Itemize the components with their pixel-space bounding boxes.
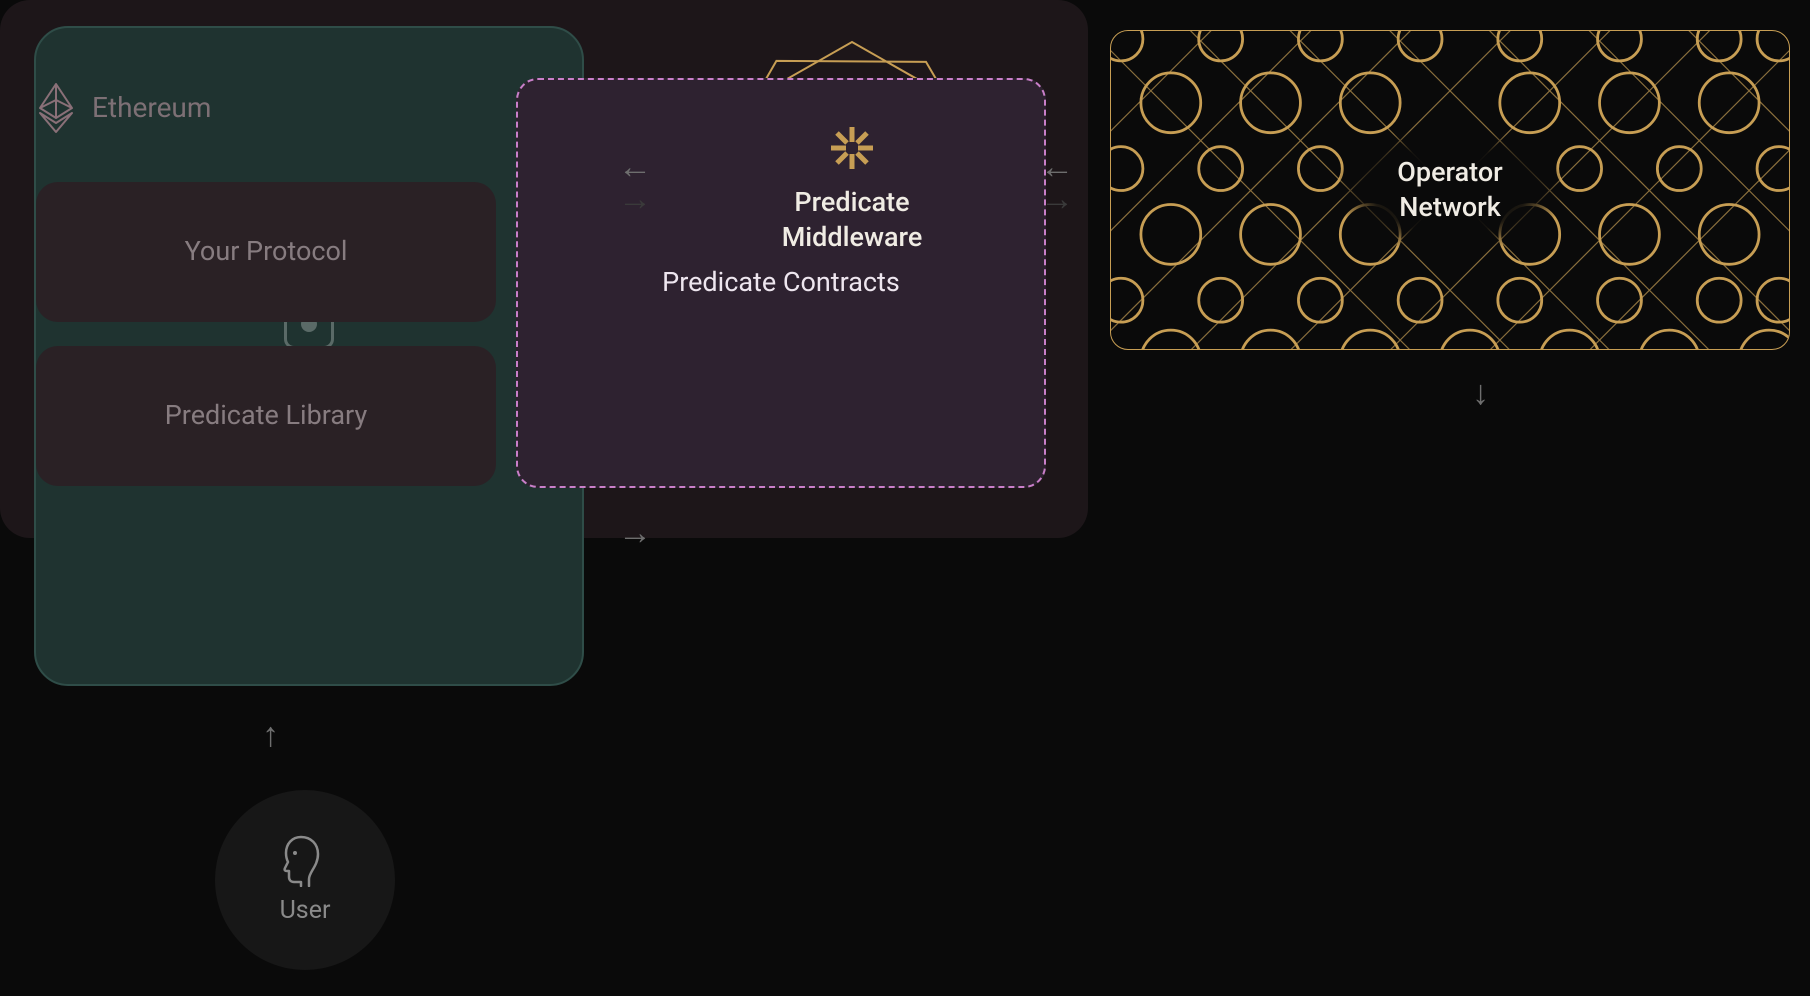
user-label: User (280, 895, 331, 928)
arrow-right-dim-icon: → (618, 182, 652, 216)
arrow-right-icon: → (618, 516, 652, 550)
asterisk-logo-icon (829, 125, 875, 171)
ethereum-diamond-icon (38, 82, 74, 134)
your-protocol-node: Your Protocol (36, 182, 496, 322)
ethereum-header: Ethereum (38, 82, 211, 134)
arrow-down-icon: ↓ (1472, 376, 1489, 410)
arrow-right-dim-icon: → (1040, 182, 1074, 216)
middleware-label: Predicate Middleware (782, 185, 923, 255)
your-protocol-label: Your Protocol (185, 234, 348, 269)
operator-label: Operator Network (1385, 155, 1514, 225)
arrow-up-icon: ↑ (262, 718, 279, 752)
predicate-contracts-label: Predicate Contracts (662, 265, 900, 300)
predicate-library-node: Predicate Library (36, 346, 496, 486)
head-profile-icon (280, 833, 330, 887)
ethereum-label: Ethereum (92, 90, 211, 126)
predicate-library-label: Predicate Library (165, 398, 367, 433)
user-node: User (215, 790, 395, 970)
operator-network-node: Operator Network (1110, 30, 1790, 350)
